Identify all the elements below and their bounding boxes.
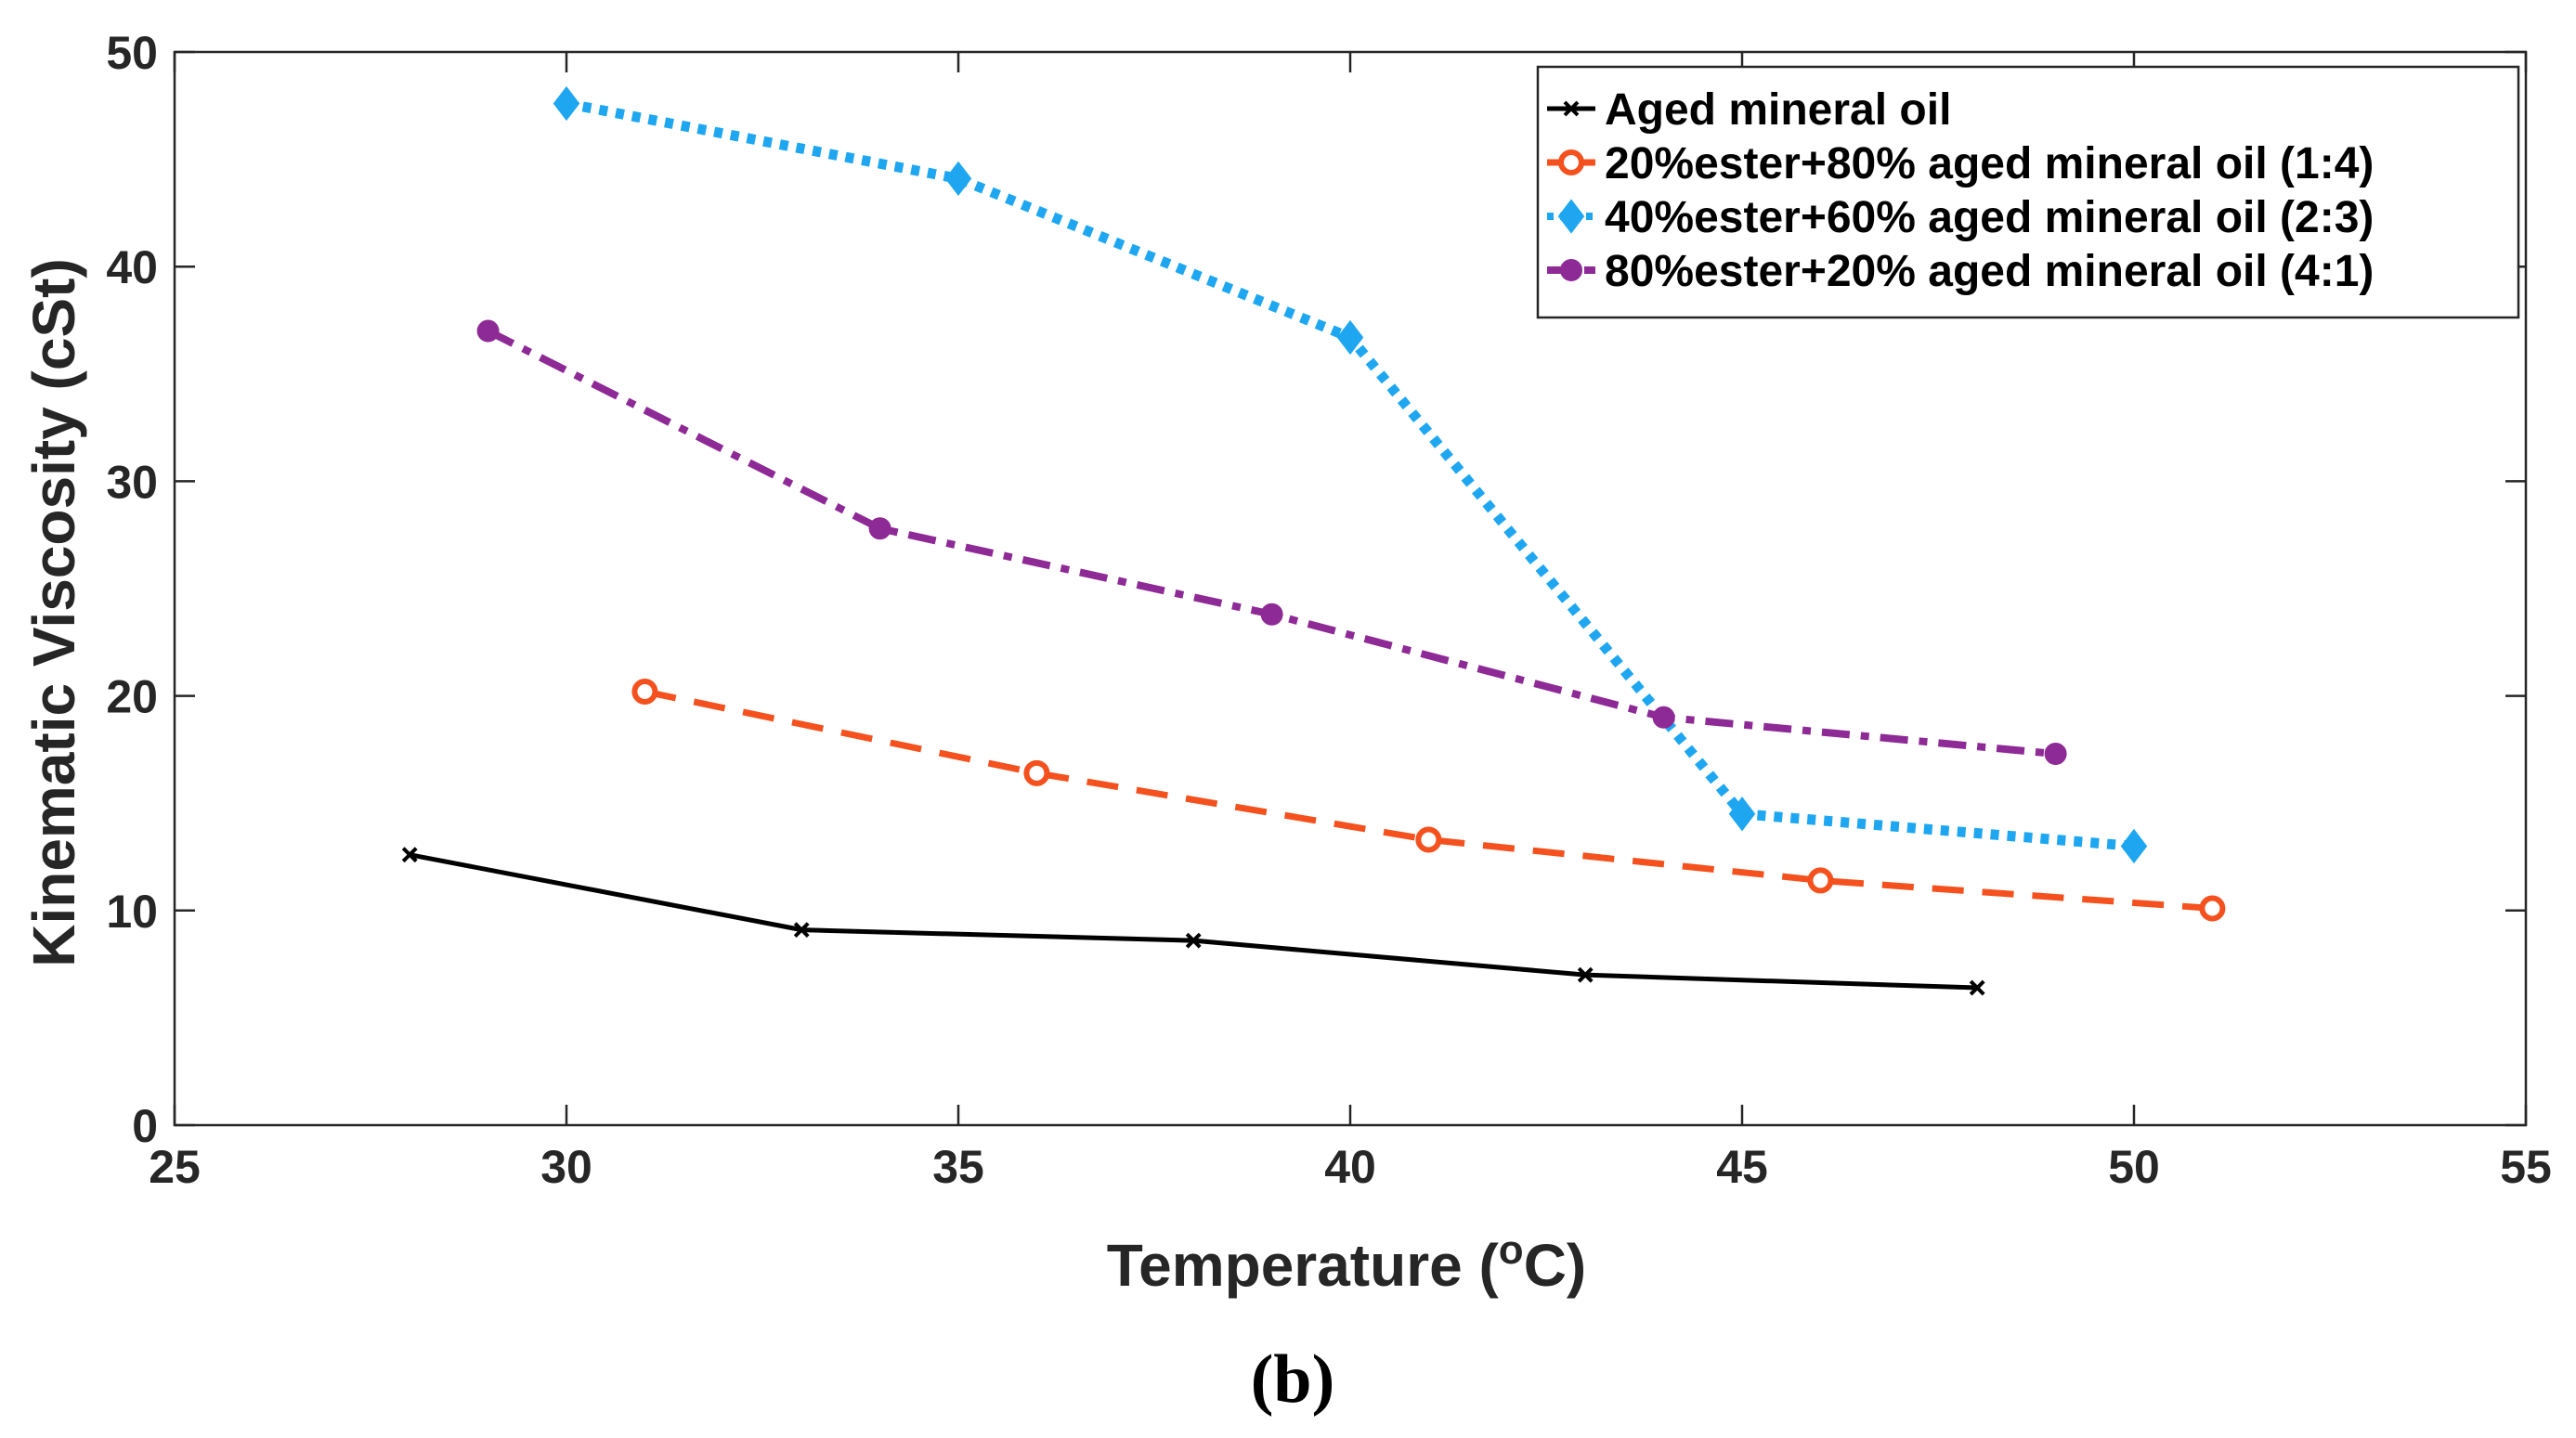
- x-tick-label: 35: [932, 1141, 984, 1193]
- series-1: [401, 847, 1985, 996]
- series-4: [476, 319, 2067, 766]
- figure-caption: (b): [1251, 1341, 1334, 1418]
- data-point: [631, 678, 658, 705]
- x-tick-label: 40: [1324, 1141, 1376, 1193]
- data-point: [1577, 966, 1594, 983]
- y-tick-label: 40: [106, 241, 158, 293]
- legend-item: 20%ester+80% aged mineral oil (1:4): [1547, 139, 2374, 188]
- data-point: [1652, 706, 1675, 729]
- data-point: [401, 847, 418, 863]
- data-point: [1336, 319, 1364, 356]
- data-point: [1969, 979, 1985, 996]
- legend-marker: [1557, 199, 1585, 234]
- data-point: [1260, 602, 1283, 626]
- legend-marker: [1558, 149, 1584, 175]
- legend-label: 80%ester+20% aged mineral oil (4:1): [1605, 247, 2374, 296]
- data-point: [1728, 797, 1756, 832]
- x-tick-label: 30: [540, 1141, 592, 1193]
- data-point: [1415, 826, 1442, 853]
- data-point: [2044, 743, 2067, 766]
- data-point: [553, 85, 580, 122]
- data-point: [476, 319, 500, 343]
- y-tick-label: 20: [106, 671, 158, 723]
- legend-box: [1536, 65, 2520, 319]
- x-axis-label: Temperature (oC): [1107, 1227, 1586, 1299]
- legend-item: Aged mineral oil: [1547, 85, 1951, 135]
- legend-label: Aged mineral oil: [1605, 85, 1951, 135]
- y-tick-label: 30: [106, 456, 158, 508]
- legend-label: 20%ester+80% aged mineral oil (1:4): [1605, 139, 2374, 188]
- y-tick-label: 50: [106, 27, 158, 79]
- series-line: [644, 688, 2213, 912]
- series-2: [631, 678, 2226, 922]
- x-tick-label: 25: [149, 1141, 201, 1193]
- y-tick-label: 0: [132, 1100, 158, 1152]
- data-point: [793, 922, 810, 939]
- legend-marker: [1560, 259, 1582, 281]
- legend-marker: [1563, 100, 1580, 117]
- series-layer: [401, 85, 2226, 996]
- y-axis-label: Kinematic Viscosity (cSt): [20, 258, 87, 967]
- legend-item: 80%ester+20% aged mineral oil (4:1): [1547, 247, 2374, 296]
- data-point: [868, 517, 891, 540]
- series-3: [553, 85, 2148, 864]
- legend-item: 40%ester+60% aged mineral oil (2:3): [1547, 193, 2374, 242]
- y-tick-label: 10: [106, 886, 158, 938]
- x-tick-label: 55: [2500, 1141, 2552, 1193]
- data-point: [944, 161, 972, 197]
- data-point: [2199, 895, 2226, 922]
- data-point: [1807, 867, 1834, 894]
- data-point: [1023, 759, 1050, 786]
- axes: 25 30 35 40 45 50 55 0 10 20 30 40 50: [106, 27, 2551, 1193]
- data-point: [2120, 828, 2148, 864]
- data-point: [1185, 932, 1202, 949]
- x-tick-label: 50: [2108, 1141, 2160, 1193]
- x-tick-label: 45: [1716, 1141, 1768, 1193]
- legend-label: 40%ester+60% aged mineral oil (2:3): [1605, 193, 2374, 242]
